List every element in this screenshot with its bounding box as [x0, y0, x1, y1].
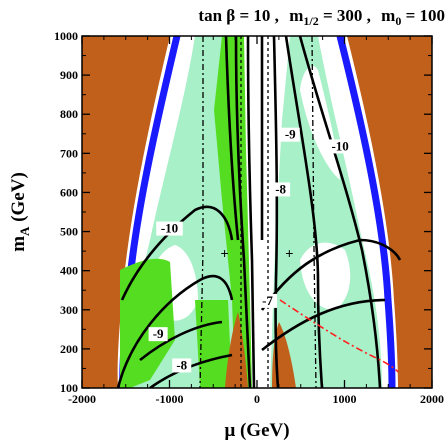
- contour-label-bg: [148, 327, 168, 342]
- excluded-spike-left: [225, 312, 248, 388]
- y-tick-label: 800: [60, 107, 78, 121]
- green-region: [195, 300, 232, 388]
- contour-label-bg: [258, 293, 277, 308]
- contour-label-bg: [326, 139, 354, 154]
- contours: [116, 36, 402, 388]
- y-tick-label: 400: [60, 264, 78, 278]
- contour-label: -10: [331, 138, 348, 153]
- contour-label: -7: [262, 293, 273, 308]
- marker-plus: +: [221, 245, 229, 261]
- x-tick-label: -2000: [68, 392, 96, 406]
- y-tick-label: 700: [60, 146, 78, 160]
- y-tick-label: 900: [60, 68, 78, 82]
- x-tick-label: -1000: [156, 392, 184, 406]
- contour-label-bg: [156, 221, 183, 236]
- contour-label: -8: [176, 357, 187, 372]
- plot-area: [82, 36, 432, 388]
- y-tick-label: 200: [60, 342, 78, 356]
- red-dashdot-line: [279, 299, 399, 373]
- contour-label-bg: [172, 358, 192, 373]
- contour-label: -10: [161, 221, 178, 236]
- x-tick-label: 2000: [420, 392, 444, 406]
- green-region: [120, 258, 175, 388]
- y-tick-label: 600: [60, 185, 78, 199]
- x-tick-label: 0: [254, 392, 260, 406]
- y-tick-label: 1000: [54, 29, 78, 43]
- chart-title: tan β = 10 , m1/2 = 300 , m0 = 100: [198, 6, 445, 28]
- y-tick-label: 300: [60, 303, 78, 317]
- green-region: [214, 36, 252, 388]
- contour-label-bg: [280, 127, 300, 142]
- contour-label-bg: [271, 182, 291, 197]
- x-tick-label: 1000: [333, 392, 357, 406]
- marker-plus: +: [285, 245, 293, 261]
- contour-label: -9: [285, 127, 296, 142]
- reference-lines: [199, 36, 317, 388]
- y-tick-label: 500: [60, 225, 78, 239]
- contour-label: -8: [275, 181, 286, 196]
- y-tick-label: 100: [60, 381, 78, 395]
- excluded-region-right: [347, 36, 432, 388]
- excluded-region-left: [82, 36, 170, 388]
- y-axis-label: mA (GeV): [8, 172, 32, 252]
- contour-label: -9: [153, 326, 164, 341]
- light-green-region-right: [270, 36, 382, 388]
- x-axis-label: μ (GeV): [224, 420, 289, 441]
- blue-boundary-right: [336, 36, 396, 388]
